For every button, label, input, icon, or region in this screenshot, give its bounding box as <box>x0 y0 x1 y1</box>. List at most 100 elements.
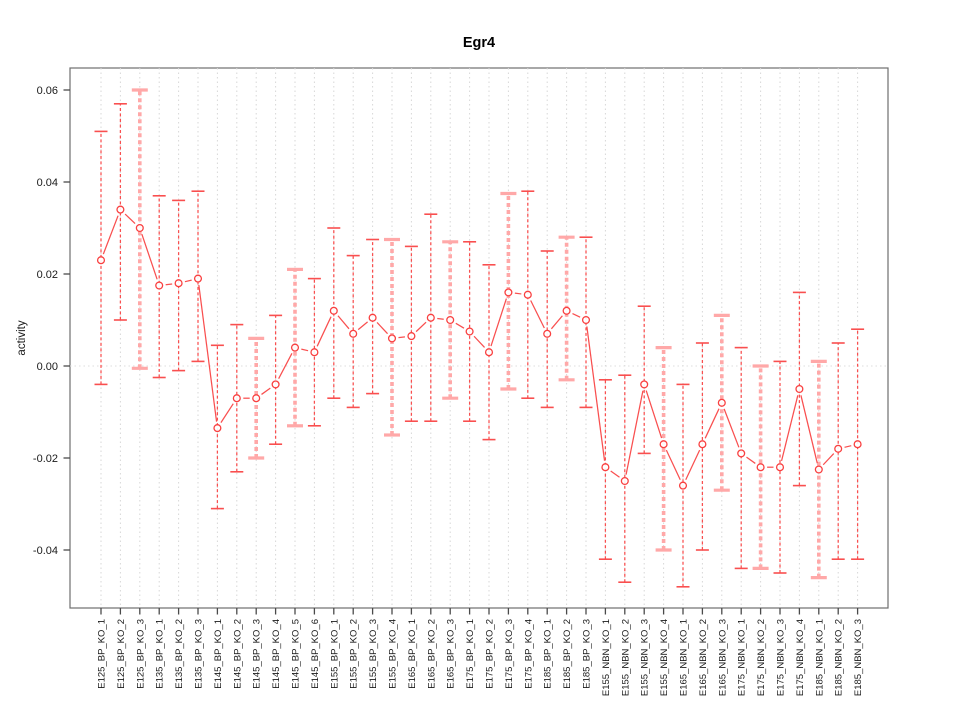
x-axis-tick-label: E165_NBN_KO_3 <box>717 619 728 696</box>
series-connector-segment <box>645 390 663 439</box>
data-point-marker <box>659 440 668 449</box>
x-axis-tick-label: E155_BP_KO_1 <box>329 619 340 689</box>
data-point-marker <box>756 463 765 472</box>
series-connector-segment <box>220 403 234 423</box>
series-connector-segment <box>800 395 818 464</box>
data-point-marker <box>213 424 222 433</box>
data-point-marker <box>155 281 164 290</box>
x-axis-tick-label: E185_BP_KO_3 <box>582 619 593 689</box>
x-axis-tick-label: E165_NBN_KO_1 <box>679 619 690 696</box>
series-connector-segment <box>102 215 119 255</box>
data-point-marker <box>484 348 494 357</box>
data-point-marker <box>834 444 843 453</box>
x-axis-tick-label: E175_BP_KO_1 <box>465 619 476 689</box>
x-axis-tick-label: E125_BP_KO_3 <box>135 619 146 689</box>
data-point-marker <box>737 449 746 458</box>
x-axis-tick-label: E175_NBN_KO_3 <box>776 619 787 696</box>
series-connector-segment <box>844 445 852 448</box>
data-point-marker <box>329 306 338 315</box>
axes: 0.06 0.04 0.02 0.00 -0.02 -0.04 E125_BP_KO_1 E1… <box>33 85 864 696</box>
series-connector-segment <box>473 335 486 348</box>
x-axis-tick-label: E155_NBN_KO_4 <box>659 619 670 696</box>
series-connector-segment <box>415 321 427 333</box>
data-point-marker <box>290 343 300 352</box>
series-connector-segment <box>316 316 332 347</box>
x-axis-tick-label: E155_NBN_KO_3 <box>640 619 651 696</box>
data-point-marker <box>698 440 707 449</box>
x-axis-tick-label: E185_NBN_KO_1 <box>814 619 825 696</box>
data-point-marker <box>853 440 862 449</box>
series-connector-segment <box>337 315 350 330</box>
data-point-marker <box>581 315 591 325</box>
y-axis-tick-label: 0.00 <box>37 361 58 373</box>
data-point-marker <box>601 463 610 472</box>
x-axis-tick-label: E145_BP_KO_1 <box>213 619 224 689</box>
x-axis-tick-label: E125_BP_KO_2 <box>116 619 127 689</box>
data-point-marker <box>543 329 552 338</box>
y-axis-tick-label: 0.06 <box>37 85 58 97</box>
series-connector-segment <box>301 348 309 352</box>
data-point-marker <box>640 380 649 389</box>
x-axis-tick-label: E185_NBN_KO_3 <box>853 619 864 696</box>
x-axis-tick-label: E165_BP_KO_1 <box>407 619 418 689</box>
data-point-marker <box>252 394 261 403</box>
data-point-marker <box>678 481 688 490</box>
data-point-marker <box>523 290 532 299</box>
series-connector-segment <box>184 279 192 283</box>
x-axis-tick-label: E175_BP_KO_3 <box>504 619 515 689</box>
series-connector-segment <box>437 317 444 320</box>
series-connector-segment <box>198 284 218 422</box>
x-axis-tick-label: E145_BP_KO_5 <box>291 619 302 689</box>
y-axis-tick-label: -0.04 <box>33 545 58 557</box>
x-axis-tick-label: E155_BP_KO_3 <box>368 619 379 689</box>
data-point-marker <box>271 380 280 389</box>
x-axis-tick-label: E145_BP_KO_6 <box>310 619 321 689</box>
y-axis-tick-label: 0.04 <box>37 177 58 189</box>
data-point-marker <box>310 348 319 357</box>
data-point-marker <box>465 327 474 336</box>
plot-border <box>69 67 889 609</box>
data-point-marker <box>387 334 397 343</box>
series-connector-segment <box>625 390 644 475</box>
x-axis-tick-label: E185_BP_KO_2 <box>562 619 573 689</box>
series-connector-segment <box>490 298 507 347</box>
x-axis-tick-label: E175_NBN_KO_2 <box>756 619 767 696</box>
x-axis-tick-label: E165_BP_KO_2 <box>426 619 437 689</box>
series-connector-segment <box>357 321 368 331</box>
x-axis-tick-label: E135_BP_KO_2 <box>174 619 185 689</box>
series-connector-segment <box>685 449 701 480</box>
data-point-marker <box>135 223 144 233</box>
x-axis-tick-label: E165_BP_KO_3 <box>446 619 457 689</box>
data-point-marker <box>174 279 183 288</box>
x-axis-tick-label: E175_NBN_KO_1 <box>737 619 748 696</box>
series-connector-segment <box>376 322 389 335</box>
data-point-marker <box>446 315 455 325</box>
x-axis-tick-label: E185_BP_KO_1 <box>543 619 554 689</box>
series-connector-segment <box>165 283 173 286</box>
x-axis-tick-label: E155_NBN_KO_1 <box>601 619 612 696</box>
series-connector-segment <box>455 322 465 329</box>
chart-title: Egr4 <box>463 35 495 51</box>
y-axis-title: activity <box>16 320 28 355</box>
x-axis-tick-label: E155_BP_KO_4 <box>388 619 399 689</box>
series-connector-segment <box>141 233 158 280</box>
x-axis-tick-label: E175_BP_KO_4 <box>523 619 534 689</box>
x-axis-tick-label: E155_BP_KO_2 <box>349 619 360 689</box>
series-connector-segment <box>572 313 581 318</box>
series-connector-segment <box>124 213 136 224</box>
y-axis-tick-label: 0.02 <box>37 269 58 281</box>
data-point-marker <box>368 313 377 322</box>
x-axis-tick-label: E135_BP_KO_3 <box>194 619 205 689</box>
series-connector-segment <box>780 395 799 462</box>
gridlines <box>70 68 888 608</box>
x-axis-tick-label: E165_NBN_KO_2 <box>698 619 709 696</box>
series-connector-segment <box>398 336 406 339</box>
series-connector-segment <box>723 408 740 448</box>
series-connector-segment <box>530 300 545 329</box>
data-point-marker <box>814 465 823 474</box>
series-connector-segment <box>550 315 563 330</box>
data-series <box>94 88 865 588</box>
data-point-marker <box>620 476 629 486</box>
